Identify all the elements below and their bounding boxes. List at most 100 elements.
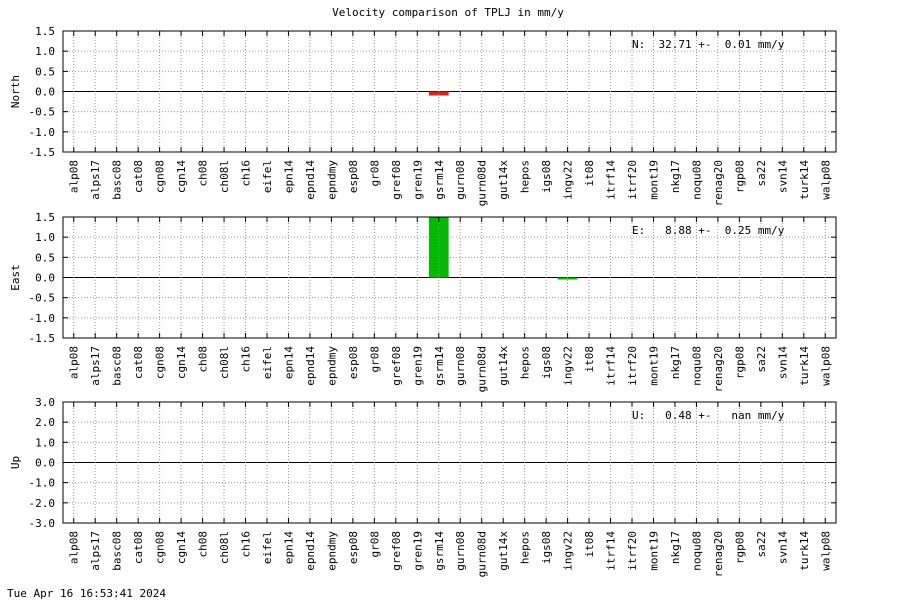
x-tick-label: basc08: [111, 346, 124, 386]
x-tick-label: gsrm14: [433, 531, 446, 571]
x-tick-label: alps17: [89, 160, 102, 200]
x-tick-label: cat08: [132, 531, 145, 564]
x-tick-label: rgp08: [733, 160, 746, 193]
x-tick-label: it08: [583, 346, 596, 373]
x-tick-label: cgn08: [154, 160, 167, 193]
x-tick-label: esp08: [347, 531, 360, 564]
x-tick-label: mont19: [647, 346, 660, 386]
x-tick-label: itrf20: [626, 160, 639, 200]
x-tick-label: svn14: [776, 160, 789, 193]
y-tick-label: -1.0: [29, 312, 56, 325]
x-tick-label: igs08: [540, 346, 553, 379]
x-tick-label: esp08: [347, 160, 360, 193]
x-tick-label: rgp08: [733, 346, 746, 379]
x-tick-label: gref08: [390, 346, 403, 386]
x-tick-label: gut14x: [497, 346, 510, 386]
x-tick-label: gurn08d: [476, 346, 489, 392]
x-tick-label: alp08: [68, 346, 81, 379]
x-tick-label: epnd14: [304, 531, 317, 571]
x-tick-label: ingv22: [562, 346, 575, 386]
x-tick-label: gsrm14: [433, 346, 446, 386]
x-tick-label: epndmy: [325, 531, 338, 571]
x-tick-label: gr08: [368, 346, 381, 373]
x-tick-label: epn14: [282, 531, 295, 564]
x-tick-label: epn14: [282, 160, 295, 193]
x-tick-label: svn14: [776, 346, 789, 379]
x-tick-label: hepos: [519, 346, 532, 379]
x-tick-label: itrf14: [605, 160, 618, 200]
x-tick-label: gren19: [411, 346, 424, 386]
x-tick-label: igs08: [540, 160, 553, 193]
x-tick-label: gut14x: [497, 160, 510, 200]
x-tick-label: ch16: [240, 346, 253, 373]
x-tick-label: cgn14: [175, 531, 188, 564]
x-tick-label: epn14: [282, 346, 295, 379]
x-tick-label: eifel: [261, 346, 274, 379]
x-tick-label: cgn08: [154, 346, 167, 379]
x-tick-label: svn14: [776, 531, 789, 564]
x-tick-label: ch08: [197, 346, 210, 373]
x-tick-label: walp08: [819, 160, 832, 200]
y-tick-label: 0.0: [35, 86, 55, 99]
x-tick-label: gren19: [411, 160, 424, 200]
x-tick-label: it08: [583, 531, 596, 558]
y-tick-label: -0.5: [29, 292, 56, 305]
x-tick-label: ch16: [240, 160, 253, 187]
x-tick-label: sa22: [755, 160, 768, 187]
x-tick-label: sa22: [755, 346, 768, 373]
x-tick-label: gurn08: [454, 531, 467, 571]
annotation: N: 32.71 +- 0.01 mm/y: [632, 38, 785, 51]
annotation: E: 8.88 +- 0.25 mm/y: [632, 224, 785, 237]
x-tick-label: esp08: [347, 346, 360, 379]
x-tick-label: mont19: [647, 160, 660, 200]
x-tick-label: alps17: [89, 346, 102, 386]
x-tick-label: noqu08: [690, 346, 703, 386]
x-tick-label: cat08: [132, 346, 145, 379]
x-tick-label: cgn08: [154, 531, 167, 564]
x-tick-label: turk14: [798, 346, 811, 386]
plot-frame: [62, 216, 837, 339]
y-tick-label: 1.0: [35, 45, 55, 58]
x-tick-label: gurn08d: [476, 531, 489, 577]
y-tick-label: -1.0: [29, 477, 56, 490]
y-tick-label: 2.0: [35, 416, 55, 429]
x-tick-label: hepos: [519, 160, 532, 193]
x-tick-label: eifel: [261, 531, 274, 564]
y-tick-label: 1.5: [35, 211, 55, 224]
x-tick-label: turk14: [798, 531, 811, 571]
x-tick-label: renag20: [712, 160, 725, 206]
x-tick-label: gren19: [411, 531, 424, 571]
y-tick-label: -1.0: [29, 126, 56, 139]
y-tick-label: 1.0: [35, 231, 55, 244]
x-tick-label: itrf20: [626, 531, 639, 571]
x-tick-label: itrf14: [605, 346, 618, 386]
y-tick-label: -1.5: [29, 146, 56, 159]
x-tick-label: gref08: [390, 531, 403, 571]
x-tick-label: gurn08d: [476, 160, 489, 206]
x-tick-label: it08: [583, 160, 596, 187]
x-tick-label: renag20: [712, 531, 725, 577]
x-tick-label: rgp08: [733, 531, 746, 564]
y-tick-label: 0.0: [35, 457, 55, 470]
y-tick-label: 3.0: [35, 396, 55, 409]
x-tick-label: eifel: [261, 160, 274, 193]
x-tick-label: sa22: [755, 531, 768, 558]
x-tick-label: cgn14: [175, 160, 188, 193]
annotation: U: 0.48 +- nan mm/y: [632, 409, 785, 422]
y-tick-label: 1.0: [35, 436, 55, 449]
x-tick-label: gut14x: [497, 531, 510, 571]
x-tick-label: basc08: [111, 160, 124, 200]
chart-title: Velocity comparison of TPLJ in mm/y: [332, 6, 564, 19]
y-tick-label: 1.5: [35, 25, 55, 38]
bar: [557, 277, 578, 280]
x-tick-label: ch08: [197, 160, 210, 187]
x-tick-label: nkg17: [669, 160, 682, 193]
x-tick-label: alp08: [68, 531, 81, 564]
x-tick-label: walp08: [819, 346, 832, 386]
x-tick-label: epndmy: [325, 160, 338, 200]
x-tick-label: walp08: [819, 531, 832, 571]
x-tick-label: epndmy: [325, 346, 338, 386]
y-axis-label: East: [9, 264, 22, 291]
x-tick-label: epnd14: [304, 346, 317, 386]
